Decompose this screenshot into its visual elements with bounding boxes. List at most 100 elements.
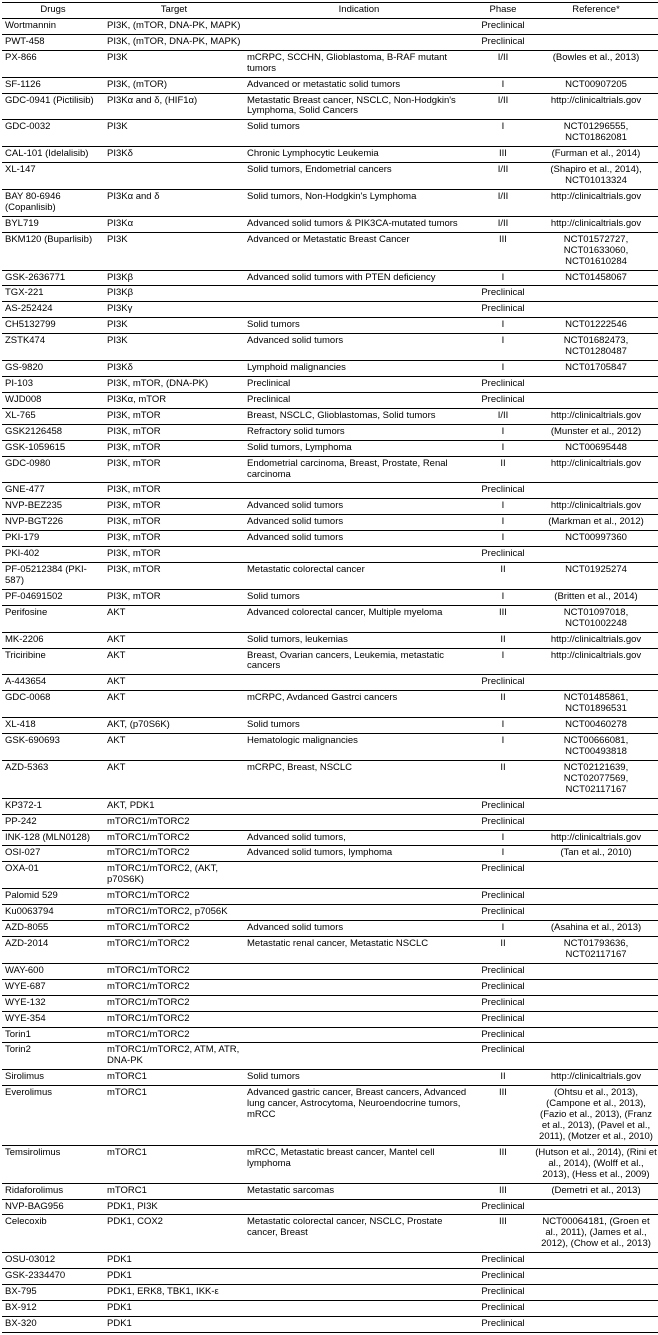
cell-drug: GDC-0068	[2, 691, 104, 718]
cell-indication	[244, 1253, 474, 1269]
cell-indication	[244, 547, 474, 563]
cell-phase: I/II	[474, 50, 532, 77]
cell-phase: I	[474, 120, 532, 147]
table-row: Ku0063794mTORC1/mTORC2, p7056KPreclinica…	[2, 905, 658, 921]
cell-drug: CAL-101 (Idelalisib)	[2, 147, 104, 163]
cell-indication: Solid tumors	[244, 318, 474, 334]
cell-phase: Preclinical	[474, 1199, 532, 1215]
cell-target: AKT	[104, 675, 244, 691]
cell-reference	[532, 392, 658, 408]
cell-drug: A-443654	[2, 675, 104, 691]
cell-drug: GSK-2636771	[2, 270, 104, 286]
cell-target: PI3K, mTOR	[104, 547, 244, 563]
table-row: AZD-5363AKTmCRPC, Breast, NSCLCIINCT0212…	[2, 760, 658, 798]
cell-drug: AS-252424	[2, 302, 104, 318]
cell-indication	[244, 862, 474, 889]
cell-reference	[532, 1043, 658, 1070]
cell-target: mTORC1/mTORC2, ATM, ATR, DNA-PK	[104, 1043, 244, 1070]
cell-indication: Advanced gastric cancer, Breast cancers,…	[244, 1086, 474, 1146]
table-row: BAY 80-6946 (Copanlisib)PI3Kα and δSolid…	[2, 189, 658, 216]
table-row: CAL-101 (Idelalisib)PI3KδChronic Lymphoc…	[2, 147, 658, 163]
cell-drug: OSU-03012	[2, 1253, 104, 1269]
cell-phase: II	[474, 632, 532, 648]
cell-phase: II	[474, 456, 532, 483]
cell-drug: INK-128 (MLN0128)	[2, 830, 104, 846]
cell-drug: BAY 80-6946 (Copanlisib)	[2, 189, 104, 216]
cell-indication: Advanced solid tumors, lymphoma	[244, 846, 474, 862]
cell-phase: II	[474, 760, 532, 798]
table-row: GNE-477PI3K, mTORPreclinical	[2, 483, 658, 499]
table-row: PF-04691502PI3K, mTORSolid tumorsI(Britt…	[2, 589, 658, 605]
cell-target: PI3Kδ	[104, 147, 244, 163]
cell-target: PDK1	[104, 1253, 244, 1269]
cell-drug: OSI-027	[2, 846, 104, 862]
cell-target: PDK1	[104, 1316, 244, 1332]
cell-reference	[532, 1027, 658, 1043]
cell-phase: I	[474, 499, 532, 515]
cell-indication: Metastatic colorectal cancer, NSCLC, Pro…	[244, 1215, 474, 1253]
cell-phase: III	[474, 1086, 532, 1146]
table-row: CH5132799PI3KSolid tumorsINCT01222546	[2, 318, 658, 334]
cell-target: PDK1	[104, 1269, 244, 1285]
cell-target: PI3K, mTOR	[104, 499, 244, 515]
cell-reference: (Markman et al., 2012)	[532, 515, 658, 531]
cell-reference	[532, 1253, 658, 1269]
table-row: AS-252424PI3KγPreclinical	[2, 302, 658, 318]
cell-indication: Metastatic Breast cancer, NSCLC, Non-Hod…	[244, 93, 474, 120]
cell-indication: mCRPC, Breast, NSCLC	[244, 760, 474, 798]
cell-reference: (Hutson et al., 2014), (Rini et al., 201…	[532, 1145, 658, 1183]
cell-drug: XL-418	[2, 718, 104, 734]
cell-phase: I/II	[474, 408, 532, 424]
cell-indication: Endometrial carcinoma, Breast, Prostate,…	[244, 456, 474, 483]
table-row: BX-320PDK1Preclinical	[2, 1316, 658, 1332]
col-target: Target	[104, 3, 244, 19]
cell-indication: Advanced solid tumors	[244, 499, 474, 515]
cell-reference: (Tan et al., 2010)	[532, 846, 658, 862]
cell-target: PI3K	[104, 50, 244, 77]
table-row: NVP-BAG956PDK1, PI3KPreclinical	[2, 1199, 658, 1215]
cell-phase: I	[474, 718, 532, 734]
table-row: WortmanninPI3K, (mTOR, DNA-PK, MAPK)Prec…	[2, 18, 658, 34]
cell-reference: NCT00907205	[532, 77, 658, 93]
cell-drug: Triciribine	[2, 648, 104, 675]
cell-drug: PP-242	[2, 814, 104, 830]
cell-phase: Preclinical	[474, 675, 532, 691]
cell-reference: http://clinicaltrials.gov	[532, 1070, 658, 1086]
table-row: INK-128 (MLN0128)mTORC1/mTORC2Advanced s…	[2, 830, 658, 846]
cell-reference: NCT01682473, NCT01280487	[532, 334, 658, 361]
cell-target: PI3K, mTOR	[104, 531, 244, 547]
cell-phase: I	[474, 734, 532, 761]
cell-indication	[244, 979, 474, 995]
cell-target: PI3K, (mTOR, DNA-PK, MAPK)	[104, 34, 244, 50]
cell-target: PI3K, mTOR	[104, 424, 244, 440]
table-row: BKM120 (Buparlisib)PI3KAdvanced or Metas…	[2, 232, 658, 270]
cell-phase: I	[474, 440, 532, 456]
cell-reference: NCT00064181, (Groen et al., 2011), (Jame…	[532, 1215, 658, 1253]
cell-target: mTORC1/mTORC2	[104, 846, 244, 862]
cell-indication	[244, 1300, 474, 1316]
cell-reference	[532, 18, 658, 34]
cell-indication	[244, 1199, 474, 1215]
cell-reference: NCT01485861, NCT01896531	[532, 691, 658, 718]
cell-target: PI3K	[104, 334, 244, 361]
cell-reference: (Britten et al., 2014)	[532, 589, 658, 605]
cell-drug: Sirolimus	[2, 1070, 104, 1086]
cell-indication: Chronic Lymphocytic Leukemia	[244, 147, 474, 163]
cell-drug: PKI-402	[2, 547, 104, 563]
cell-indication	[244, 1027, 474, 1043]
cell-target: mTORC1/mTORC2	[104, 1011, 244, 1027]
cell-phase: Preclinical	[474, 1316, 532, 1332]
cell-target: mTORC1/mTORC2, (AKT, p70S6K)	[104, 862, 244, 889]
cell-indication: Preclinical	[244, 392, 474, 408]
cell-drug: Torin1	[2, 1027, 104, 1043]
cell-drug: PX-866	[2, 50, 104, 77]
cell-reference	[532, 34, 658, 50]
col-drugs: Drugs	[2, 3, 104, 19]
col-indication: Indication	[244, 3, 474, 19]
cell-drug: KP372-1	[2, 798, 104, 814]
cell-reference	[532, 963, 658, 979]
cell-phase: III	[474, 1145, 532, 1183]
cell-reference: http://clinicaltrials.gov	[532, 632, 658, 648]
cell-phase: Preclinical	[474, 34, 532, 50]
cell-drug: OXA-01	[2, 862, 104, 889]
